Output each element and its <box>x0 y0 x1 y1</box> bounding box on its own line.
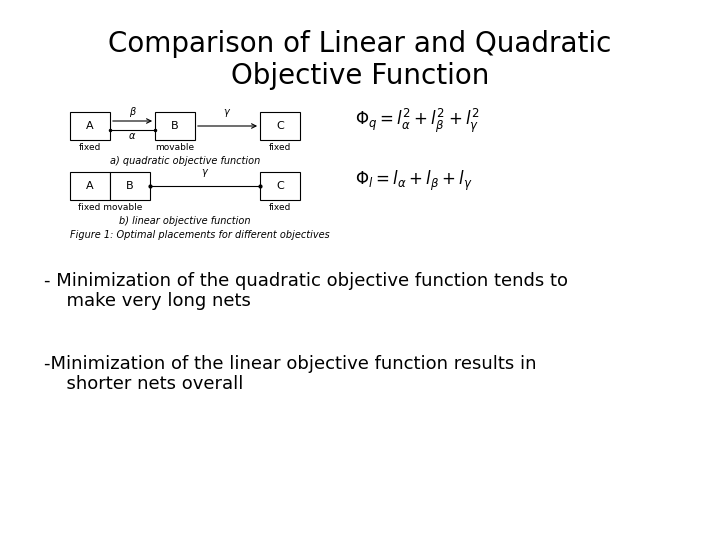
Text: a) quadratic objective function: a) quadratic objective function <box>110 156 260 166</box>
Text: Figure 1: Optimal placements for different objectives: Figure 1: Optimal placements for differe… <box>70 230 330 240</box>
Text: movable: movable <box>156 143 194 152</box>
Bar <box>110 172 150 200</box>
Bar <box>260 112 300 140</box>
Text: fixed movable: fixed movable <box>78 203 142 212</box>
Text: C: C <box>276 121 284 131</box>
Bar <box>70 112 110 140</box>
Text: make very long nets: make very long nets <box>55 292 251 310</box>
Text: $\Phi_q = l_\alpha^2 + l_\beta^2 + l_\gamma^2$: $\Phi_q = l_\alpha^2 + l_\beta^2 + l_\ga… <box>355 107 480 135</box>
Text: shorter nets overall: shorter nets overall <box>55 375 243 393</box>
Bar <box>70 172 110 200</box>
Text: B: B <box>171 121 179 131</box>
Text: -Minimization of the linear objective function results in: -Minimization of the linear objective fu… <box>44 355 536 373</box>
Text: b) linear objective function: b) linear objective function <box>120 216 251 226</box>
Bar <box>260 172 300 200</box>
Text: $\alpha$: $\alpha$ <box>128 131 137 141</box>
Text: - Minimization of the quadratic objective function tends to: - Minimization of the quadratic objectiv… <box>44 272 568 290</box>
Text: $\gamma$: $\gamma$ <box>201 167 209 179</box>
Text: A: A <box>86 181 94 191</box>
Text: Comparison of Linear and Quadratic
Objective Function: Comparison of Linear and Quadratic Objec… <box>108 30 612 90</box>
Text: A: A <box>86 121 94 131</box>
Text: $\gamma$: $\gamma$ <box>223 107 232 119</box>
Text: fixed: fixed <box>269 203 291 212</box>
Text: fixed: fixed <box>269 143 291 152</box>
Text: B: B <box>126 181 134 191</box>
Text: $\Phi_l = l_\alpha + l_\beta + l_\gamma$: $\Phi_l = l_\alpha + l_\beta + l_\gamma$ <box>355 169 472 193</box>
Text: fixed: fixed <box>78 143 102 152</box>
Text: C: C <box>276 181 284 191</box>
Text: $\beta$: $\beta$ <box>129 105 137 119</box>
Bar <box>155 112 195 140</box>
